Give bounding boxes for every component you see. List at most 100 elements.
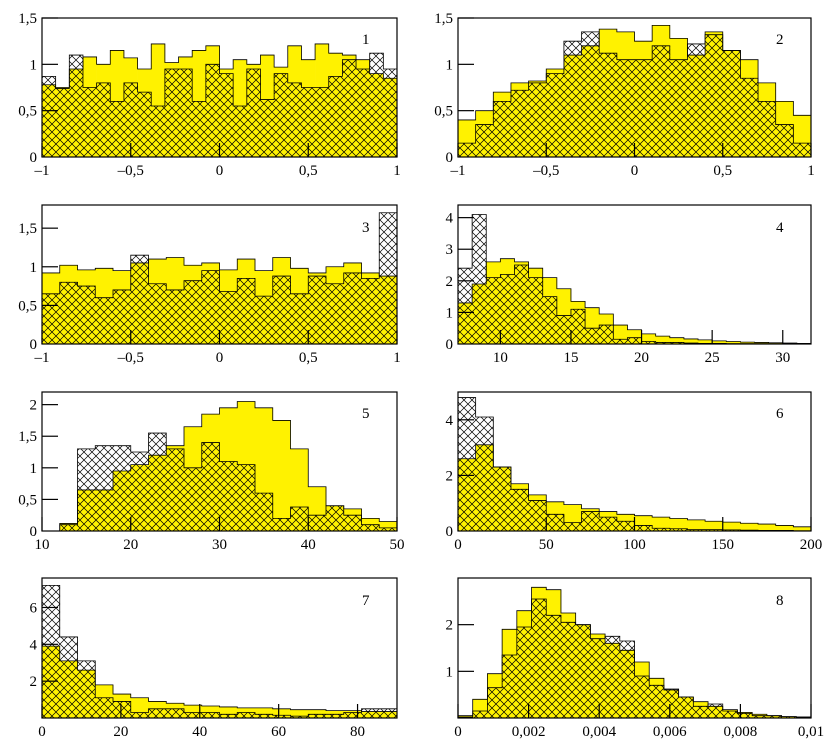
hatched-bar-1-10 — [178, 68, 193, 157]
panel-2: 0 0,5 1 1,5 –1 –0,5 0 0,5 1 2 — [434, 11, 815, 179]
hatched-bar-8-3 — [502, 655, 518, 718]
hatched-bar-2-7 — [581, 31, 600, 157]
hatched-bar-1-16 — [260, 99, 275, 157]
hatched-bar-8-2 — [487, 687, 503, 718]
hatched-bar-3-4 — [113, 289, 132, 344]
yellow-bar-6-18 — [775, 525, 794, 531]
hatched-bar-5-10 — [219, 461, 238, 531]
xtick-label-8-1: 0,002 — [512, 724, 546, 740]
hatched-bar-2-18 — [775, 124, 794, 157]
hatched-bar-2-17 — [758, 101, 776, 157]
bars-group — [42, 43, 397, 157]
hatched-bar-2-11 — [652, 45, 671, 157]
hatched-bar-6-4 — [528, 500, 547, 531]
xtick-label-3-2: 0 — [216, 350, 224, 366]
hatched-bar-1-20 — [315, 87, 330, 157]
xtick-label-2-3: 0,5 — [713, 163, 732, 179]
ytick-label-4-0: 0 — [446, 337, 454, 353]
hatched-bar-7-0 — [42, 585, 61, 718]
ytick-label-2-3: 1,5 — [434, 11, 453, 27]
hatched-bar-8-14 — [663, 689, 679, 718]
ytick-label-1-1: 0,5 — [18, 104, 37, 120]
ytick-label-5-2: 1 — [30, 461, 38, 477]
hatched-bar-1-24 — [369, 53, 384, 157]
hatched-bar-1-25 — [383, 68, 397, 157]
hatched-bar-2-2 — [493, 101, 512, 157]
xtick-label-7-0: 0 — [38, 724, 46, 740]
hatched-bar-3-13 — [272, 276, 291, 344]
hatched-bar-7-3 — [95, 697, 114, 718]
hatched-bar-3-11 — [237, 278, 256, 344]
ytick-label-3-3: 1,5 — [18, 221, 37, 237]
xtick-label-6-1: 50 — [539, 537, 554, 553]
hatched-bar-5-18 — [361, 524, 380, 531]
yellow-bar-7-13 — [272, 708, 291, 718]
hatched-bar-5-16 — [326, 505, 345, 531]
hatched-bar-4-6 — [542, 296, 558, 344]
hatched-bar-7-11 — [237, 712, 256, 718]
hatched-bar-1-18 — [287, 82, 302, 157]
hatched-bar-1-12 — [205, 64, 220, 157]
hatched-bar-4-4 — [514, 265, 529, 344]
hatched-bar-4-15 — [669, 342, 685, 344]
hatched-bar-6-5 — [546, 514, 565, 531]
hatched-bar-8-5 — [531, 599, 547, 718]
bars-group — [42, 212, 397, 344]
hatched-bar-1-2 — [69, 55, 84, 157]
hatched-bar-8-11 — [619, 641, 635, 718]
hatched-outline-7 — [42, 584, 397, 718]
panel-6: 0 2 4 0 50 100 150 200 6 — [446, 391, 822, 553]
hatched-bar-8-8 — [575, 624, 591, 718]
hatched-bar-6-12 — [669, 528, 688, 531]
hatched-bar-7-16 — [326, 714, 345, 718]
hatched-bar-3-6 — [148, 283, 167, 344]
bars-group — [458, 397, 811, 531]
hatched-bar-8-10 — [605, 636, 621, 718]
xtick-label-7-4: 80 — [350, 724, 365, 740]
hatched-bar-8-7 — [560, 622, 576, 718]
panel-number-1: 1 — [362, 32, 370, 48]
xtick-label-2-4: 1 — [807, 163, 815, 179]
yellow-bar-6-17 — [758, 524, 776, 531]
hatched-bar-8-15 — [678, 697, 694, 718]
yellow-bar-7-12 — [255, 707, 274, 718]
hatched-bar-8-6 — [546, 615, 562, 718]
hatched-bar-8-18 — [722, 711, 738, 718]
ytick-label-3-2: 1 — [30, 260, 38, 276]
hatched-bar-5-4 — [113, 445, 132, 531]
hatched-outline-5 — [42, 432, 397, 531]
hatched-bar-6-6 — [563, 522, 582, 531]
hatched-bar-5-7 — [166, 448, 185, 531]
hatched-bar-6-0 — [458, 397, 476, 531]
yellow-outline-3 — [42, 257, 397, 344]
xtick-label-1-3: 0,5 — [299, 163, 318, 179]
panel-3: 0 0,5 1 1,5 –1 –0,5 0 0,5 1 3 — [18, 204, 401, 366]
yellow-bar-7-10 — [219, 706, 238, 718]
hatched-bar-8-9 — [590, 638, 606, 718]
xtick-label-4-2: 20 — [634, 350, 649, 366]
panel-4: 0 1 2 3 4 10 15 20 25 30 4 — [446, 204, 812, 366]
hatched-bar-3-0 — [42, 293, 61, 344]
panel-8: 1 2 0 0,002 0,004 0,006 0,008 0,01 8 — [446, 577, 824, 740]
hatched-bar-2-15 — [722, 50, 741, 157]
hatched-bar-2-13 — [687, 43, 706, 157]
hatched-bar-3-5 — [130, 255, 149, 344]
yellow-bar-7-15 — [308, 709, 327, 718]
xtick-label-4-3: 25 — [705, 350, 720, 366]
hatched-bar-7-9 — [201, 712, 220, 718]
hatched-bar-8-13 — [649, 685, 665, 718]
hatched-bar-2-19 — [793, 143, 811, 157]
hatched-bar-7-18 — [361, 708, 380, 718]
xtick-label-2-1: –0,5 — [532, 163, 559, 179]
hatched-outline-3 — [42, 212, 397, 344]
hatched-bar-3-1 — [59, 282, 78, 344]
yellow-bar-4-13 — [641, 333, 656, 344]
hatched-bar-1-19 — [301, 87, 316, 157]
ytick-label-5-0: 0 — [30, 524, 38, 540]
xtick-label-3-0: –1 — [34, 350, 50, 366]
xtick-label-5-2: 30 — [212, 537, 227, 553]
yellow-bar-6-15 — [722, 522, 741, 531]
hatched-bar-2-14 — [705, 34, 724, 157]
xtick-label-8-5: 0,01 — [798, 724, 824, 740]
